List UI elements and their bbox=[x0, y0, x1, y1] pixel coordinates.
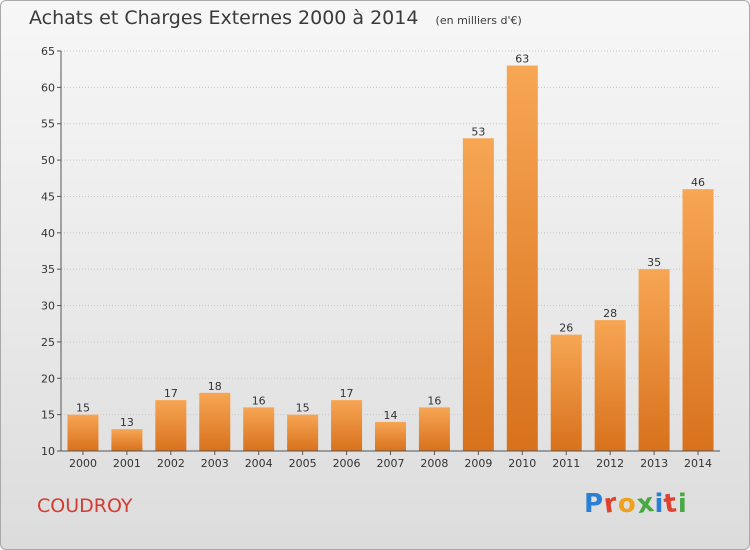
value-label-2009: 53 bbox=[471, 125, 485, 138]
commune-name: COUDROY bbox=[37, 495, 133, 517]
x-tick-label-2011: 2011 bbox=[552, 457, 580, 470]
y-tick-label: 20 bbox=[41, 372, 55, 385]
x-tick-label-2014: 2014 bbox=[684, 457, 712, 470]
y-tick-label: 10 bbox=[41, 445, 55, 458]
value-label-2010: 63 bbox=[515, 53, 529, 66]
logo-letter: i bbox=[654, 489, 665, 519]
bar-2004 bbox=[243, 407, 275, 451]
bar-2005 bbox=[287, 414, 319, 451]
y-tick-label: 45 bbox=[41, 190, 55, 203]
y-tick-label: 25 bbox=[41, 336, 55, 349]
y-tick-label: 50 bbox=[41, 154, 55, 167]
bar-2008 bbox=[418, 407, 450, 451]
x-tick-label-2012: 2012 bbox=[596, 457, 624, 470]
bar-2000 bbox=[67, 414, 99, 451]
x-tick-label-2006: 2006 bbox=[333, 457, 361, 470]
logo-letter: P bbox=[584, 489, 605, 519]
bar-2001 bbox=[111, 429, 143, 451]
value-label-2001: 13 bbox=[120, 416, 134, 429]
x-tick-label-2004: 2004 bbox=[245, 457, 273, 470]
value-label-2014: 46 bbox=[691, 176, 705, 189]
value-label-2008: 16 bbox=[427, 394, 441, 407]
bar-2012 bbox=[594, 320, 626, 451]
value-label-2002: 17 bbox=[164, 387, 178, 400]
bar-2006 bbox=[331, 400, 363, 451]
x-tick-label-2003: 2003 bbox=[201, 457, 229, 470]
chart-subtitle: (en milliers d'€) bbox=[435, 14, 522, 27]
x-tick-label-2000: 2000 bbox=[69, 457, 97, 470]
y-tick-label: 40 bbox=[41, 227, 55, 240]
bar-2002 bbox=[155, 400, 187, 451]
x-tick-label-2007: 2007 bbox=[377, 457, 405, 470]
bar-2013 bbox=[638, 269, 670, 451]
x-tick-label-2002: 2002 bbox=[157, 457, 185, 470]
title-row: Achats et Charges Externes 2000 à 2014 (… bbox=[29, 7, 522, 29]
logo-letter: x bbox=[634, 487, 657, 521]
y-tick-label: 55 bbox=[41, 118, 55, 131]
logo-letter: i bbox=[677, 489, 688, 519]
x-tick-label-2001: 2001 bbox=[113, 457, 141, 470]
bar-2007 bbox=[375, 421, 406, 451]
bar-2014 bbox=[682, 189, 714, 451]
proxiti-logo: Proxiti bbox=[584, 487, 688, 521]
bar-2009 bbox=[462, 138, 494, 452]
y-tick-label: 60 bbox=[41, 81, 55, 94]
y-tick-label: 65 bbox=[41, 45, 55, 58]
bar-2003 bbox=[199, 392, 231, 451]
x-tick-label-2009: 2009 bbox=[464, 457, 492, 470]
value-label-2005: 15 bbox=[296, 402, 310, 415]
chart-title: Achats et Charges Externes 2000 à 2014 bbox=[29, 7, 419, 29]
y-tick-label: 35 bbox=[41, 263, 55, 276]
value-label-2013: 35 bbox=[647, 256, 661, 269]
value-label-2003: 18 bbox=[208, 380, 222, 393]
logo-letter: o bbox=[617, 489, 637, 519]
bar-2010 bbox=[506, 65, 538, 451]
value-label-2012: 28 bbox=[603, 307, 617, 320]
value-label-2007: 14 bbox=[384, 409, 398, 422]
x-tick-label-2005: 2005 bbox=[289, 457, 317, 470]
y-tick-label: 15 bbox=[41, 409, 55, 422]
x-tick-label-2010: 2010 bbox=[508, 457, 536, 470]
value-label-2011: 26 bbox=[559, 322, 573, 335]
value-label-2004: 16 bbox=[252, 394, 266, 407]
bar-2011 bbox=[550, 334, 582, 451]
value-label-2006: 17 bbox=[340, 387, 354, 400]
value-label-2000: 15 bbox=[76, 402, 90, 415]
y-tick-label: 30 bbox=[41, 300, 55, 313]
x-tick-label-2008: 2008 bbox=[420, 457, 448, 470]
x-tick-label-2013: 2013 bbox=[640, 457, 668, 470]
